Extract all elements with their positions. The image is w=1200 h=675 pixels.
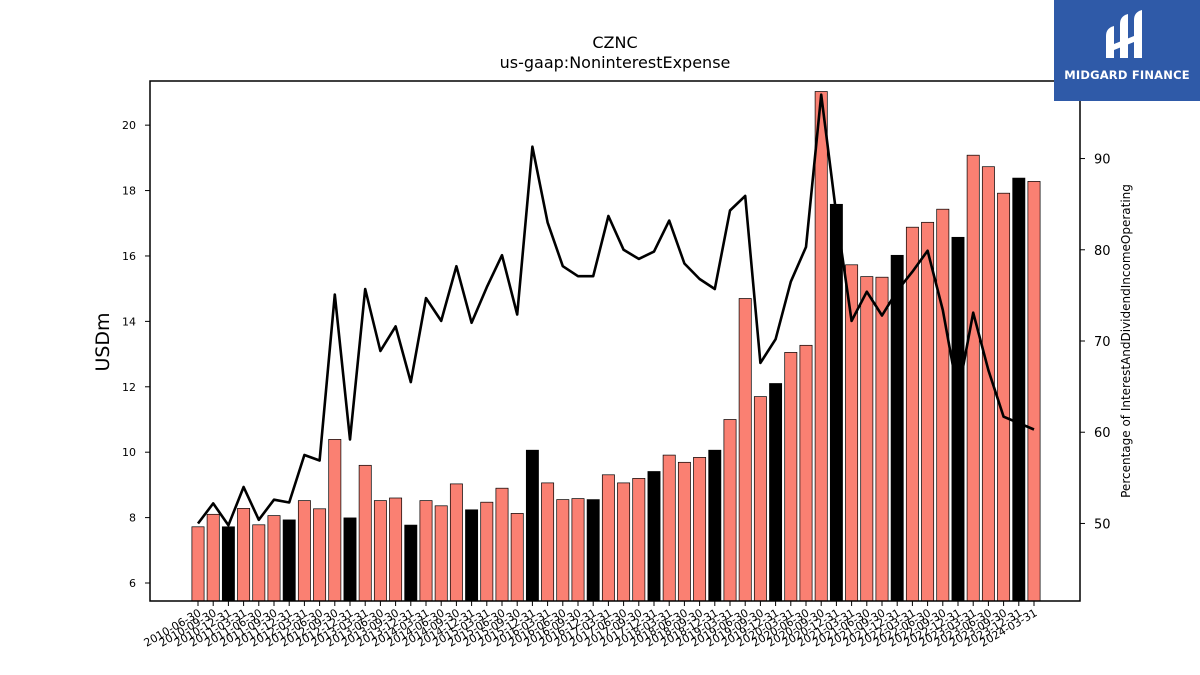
annual-bar	[525, 449, 539, 602]
quarter-bar	[723, 419, 737, 602]
quarter-bar	[966, 154, 980, 602]
logo-mark-icon	[1106, 10, 1142, 58]
quarter-bar	[617, 482, 631, 602]
quarter-bar	[814, 91, 828, 602]
y-tick-label: 14	[122, 315, 136, 328]
quarter-bar	[905, 226, 919, 602]
y2-axis-label: Percentage of InterestAndDividendIncomeO…	[1119, 184, 1133, 498]
annual-bar	[1012, 177, 1026, 602]
quarter-bar	[662, 454, 676, 602]
x-axis-ticks: 2010-06-302010-09-302010-12-312011-03-31…	[142, 601, 1040, 650]
quarter-bar	[1027, 181, 1041, 602]
quarter-bar	[510, 513, 524, 602]
percentage-line	[196, 93, 1035, 527]
y-tick-label: 18	[122, 185, 136, 198]
chart-subtitle: us-gaap:NoninterestExpense	[500, 53, 731, 72]
quarter-bar	[297, 500, 311, 602]
quarter-bar	[495, 487, 509, 602]
chart-title: CZNC	[592, 33, 637, 52]
quarter-bar	[313, 508, 327, 602]
quarter-bar	[389, 497, 403, 602]
quarter-bar	[936, 208, 950, 602]
y2-tick-label: 70	[1094, 335, 1111, 350]
logo-text: MIDGARD FINANCE	[1064, 68, 1190, 82]
annual-bar	[708, 449, 722, 602]
quarter-bar	[358, 464, 372, 602]
annual-bar	[465, 509, 479, 602]
quarter-bar	[206, 513, 220, 602]
quarter-bar	[738, 298, 752, 602]
y-tick-label: 10	[122, 446, 136, 459]
annual-bar	[586, 499, 600, 602]
y-tick-label: 8	[129, 512, 136, 525]
annual-bar	[769, 383, 783, 602]
y2-tick-label: 90	[1094, 153, 1111, 168]
quarter-bar	[921, 221, 935, 602]
quarter-bar	[601, 474, 615, 602]
quarter-bar	[677, 461, 691, 602]
y-tick-label: 20	[122, 119, 136, 132]
quarter-bar	[419, 500, 433, 602]
line-series	[196, 93, 1035, 527]
quarter-bar	[784, 352, 798, 602]
y2-tick-label: 60	[1094, 426, 1111, 441]
annual-bar	[829, 203, 843, 602]
annual-bar	[343, 517, 357, 602]
quarter-bar	[693, 457, 707, 602]
y2-axis-ticks: 50 60 70 80 90	[1080, 153, 1111, 532]
quarter-bar	[541, 482, 555, 602]
quarter-bar	[799, 344, 813, 602]
annual-bar	[647, 471, 661, 602]
quarter-bar	[252, 524, 266, 602]
y-tick-label: 12	[122, 381, 136, 394]
y-tick-label: 16	[122, 250, 136, 263]
quarter-bar	[556, 499, 570, 602]
quarter-bar	[753, 396, 767, 602]
quarter-bar	[449, 483, 463, 602]
y2-tick-label: 80	[1094, 244, 1111, 259]
annual-bar	[221, 526, 235, 602]
quarter-bar	[267, 515, 281, 602]
quarter-bar	[997, 192, 1011, 602]
quarter-bar	[237, 508, 251, 602]
quarter-bar	[860, 276, 874, 602]
quarter-bar	[571, 498, 585, 602]
annual-bar	[404, 524, 418, 602]
quarter-bar	[632, 478, 646, 602]
quarter-bar	[434, 505, 448, 602]
annual-bar	[890, 254, 904, 602]
quarter-bar	[191, 526, 205, 602]
quarter-bar	[480, 501, 494, 602]
brand-logo: MIDGARD FINANCE	[1054, 0, 1200, 101]
annual-bar	[951, 236, 965, 602]
quarter-bar	[875, 276, 889, 602]
bar-series	[191, 91, 1041, 602]
y-axis-ticks: 6 8 10 12 14 16 18 20	[122, 119, 150, 590]
y-tick-label: 6	[129, 577, 136, 590]
y2-tick-label: 50	[1094, 517, 1111, 532]
quarter-bar	[373, 500, 387, 602]
quarter-bar	[328, 439, 342, 602]
y-axis-label: USDm	[92, 312, 114, 371]
annual-bar	[282, 519, 296, 602]
